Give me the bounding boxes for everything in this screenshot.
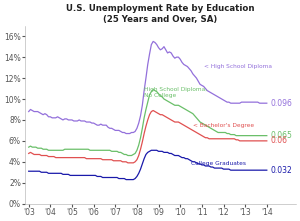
Text: 0.06: 0.06 bbox=[270, 136, 287, 145]
Text: College Graduates: College Graduates bbox=[191, 161, 246, 166]
Text: High School Diploma,
No College: High School Diploma, No College bbox=[144, 87, 207, 98]
Text: < High School Diploma: < High School Diploma bbox=[204, 64, 272, 69]
Text: 0.032: 0.032 bbox=[270, 166, 292, 175]
Text: 0.096: 0.096 bbox=[270, 99, 292, 108]
Text: < Bachelor's Degree: < Bachelor's Degree bbox=[193, 123, 254, 128]
Title: U.S. Unemployment Rate by Education
(25 Years and Over, SA): U.S. Unemployment Rate by Education (25 … bbox=[66, 4, 255, 24]
Text: 0.065: 0.065 bbox=[270, 131, 292, 140]
